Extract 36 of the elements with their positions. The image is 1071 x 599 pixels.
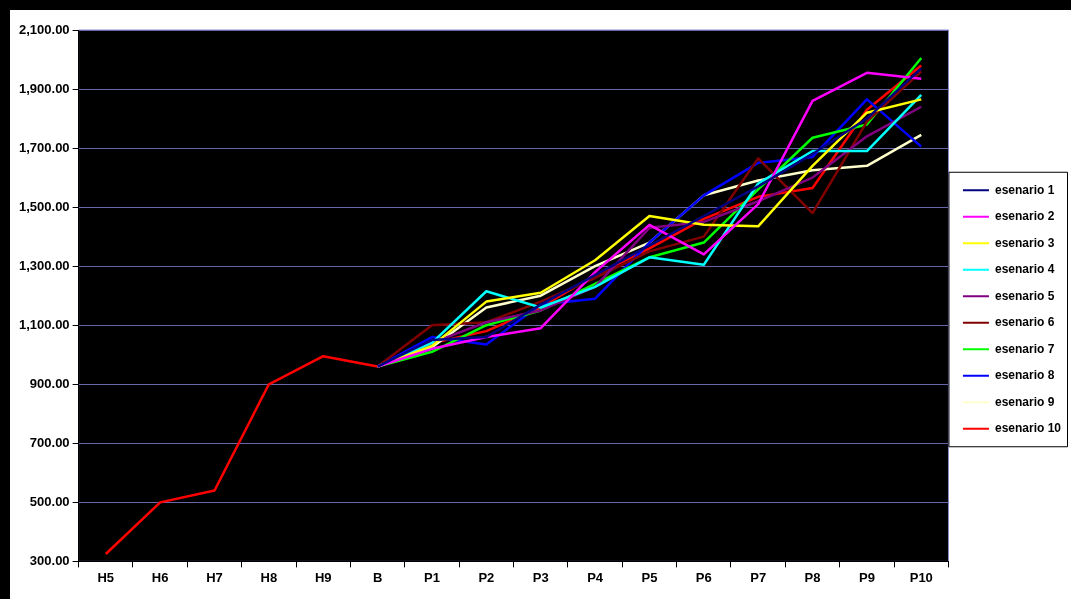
legend-label: esenario 9: [994, 394, 1055, 409]
y-tick-label: 1,500.00: [18, 198, 70, 214]
x-tick-label: P4: [587, 569, 604, 585]
legend-label: esenario 5: [994, 288, 1055, 303]
y-tick-label: 700.00: [29, 434, 70, 450]
x-tick-label: P5: [641, 569, 658, 585]
y-tick-label: 900.00: [29, 375, 70, 391]
y-tick-label: 500.00: [29, 493, 70, 509]
x-tick-label: H9: [314, 569, 332, 585]
y-tick-label: 1,900.00: [18, 80, 70, 96]
y-tick-label: 1,100.00: [18, 316, 70, 332]
y-tick-label: 1,700.00: [18, 139, 70, 155]
x-tick-label: P7: [750, 569, 767, 585]
x-tick-label: B: [372, 569, 383, 585]
x-tick-label: P9: [858, 569, 875, 585]
y-tick-label: 2,100.00: [18, 21, 70, 37]
legend-label: esenario 8: [994, 368, 1055, 383]
x-tick-label: P2: [478, 569, 495, 585]
y-tick-label: 1,300.00: [18, 257, 70, 273]
y-tick-label: 300.00: [29, 552, 70, 568]
x-tick-label: P8: [804, 569, 821, 585]
x-tick-label: P10: [909, 569, 933, 585]
legend-label: esenario 10: [994, 421, 1062, 436]
x-tick-label: P1: [424, 569, 440, 585]
x-tick-label: H6: [151, 569, 169, 585]
legend-label: esenario 2: [994, 209, 1055, 224]
x-tick-label: H8: [260, 569, 278, 585]
legend-label: esenario 3: [994, 235, 1055, 250]
legend-label: esenario 7: [994, 341, 1055, 356]
x-tick-label: P6: [695, 569, 712, 585]
legend-label: esenario 1: [994, 182, 1055, 197]
legend-label: esenario 4: [994, 262, 1055, 277]
x-tick-label: P3: [532, 569, 549, 585]
legend-label: esenario 6: [994, 315, 1055, 330]
x-tick-label: H7: [206, 569, 223, 585]
x-tick-label: H5: [97, 569, 115, 585]
